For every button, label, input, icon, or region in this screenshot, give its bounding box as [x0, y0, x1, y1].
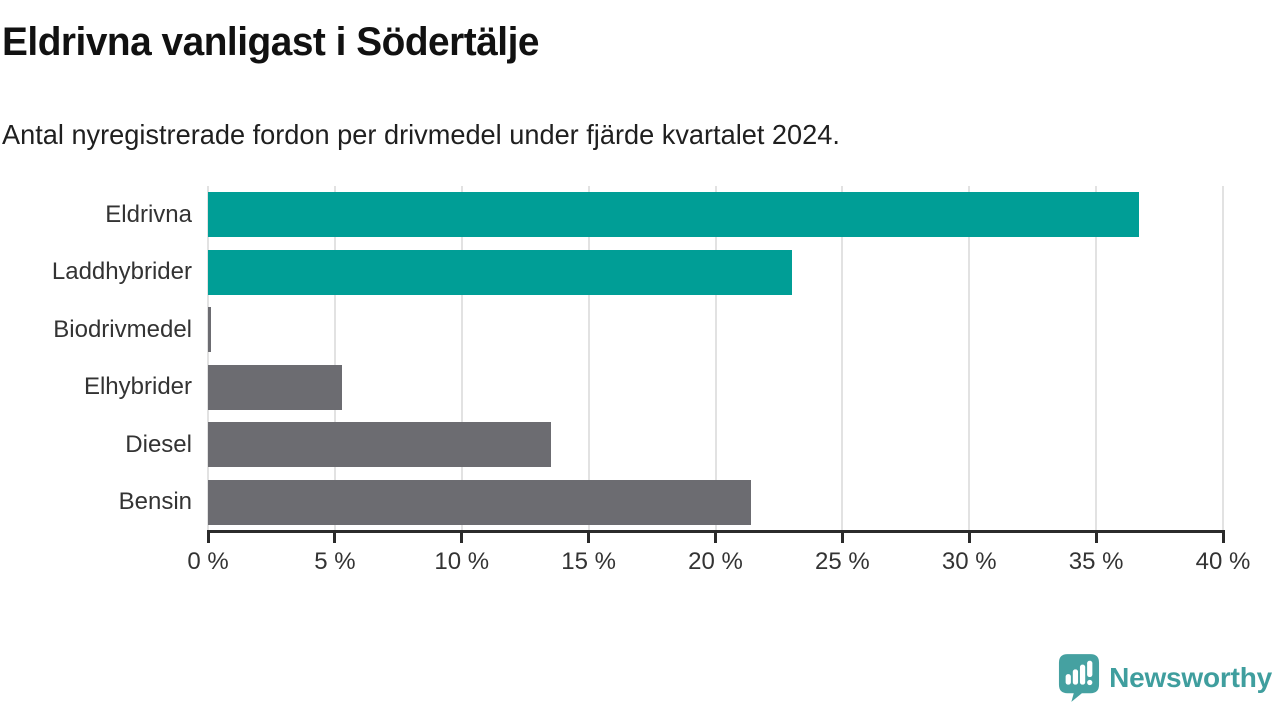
bar-row-elhybrider: Elhybrider [84, 359, 1223, 417]
tick-mark-10 [460, 530, 464, 543]
tick-mark-40 [1221, 530, 1225, 543]
gridline-15 [587, 186, 590, 531]
plot-area: Eldrivna Laddhybrider Biodrivmedel Elhybrid… [52, 186, 1224, 532]
gridline-10 [460, 186, 463, 531]
tick-mark-0 [206, 530, 210, 543]
chart-subtitle: Antal nyregistrerade fordon per drivmede… [2, 119, 840, 150]
tick-label-15: 15 % [561, 548, 616, 575]
gridline-5 [333, 186, 336, 531]
bar-row-diesel: Diesel [125, 416, 1223, 474]
chart-title: Eldrivna vanligast i Södertälje [2, 20, 539, 64]
category-label: Eldrivna [105, 200, 192, 228]
bar-diesel [208, 422, 551, 467]
bar-biodrivmedel [208, 307, 211, 352]
tick-label-0: 0 % [187, 548, 229, 575]
bar-elhybrider [208, 364, 343, 410]
tick-mark-15 [587, 530, 591, 543]
gridline-25 [841, 186, 844, 531]
category-label: Bensin [118, 488, 192, 516]
tick-label-35: 35 % [1068, 548, 1124, 575]
tick-label-20: 20 % [688, 548, 743, 575]
category-label: Biodrivmedel [53, 315, 192, 343]
bar-row-bensin: Bensin [119, 474, 1223, 532]
tick-mark-5 [333, 530, 337, 543]
tick-label-30: 30 % [941, 548, 997, 575]
gridline-0 [207, 186, 209, 531]
gridline-35 [1095, 186, 1098, 531]
tick-label-25: 25 % [815, 548, 870, 575]
category-label: Elhybrider [83, 373, 192, 401]
brand-logo: Newsworthy [1058, 653, 1272, 702]
bar-row-eldrivna: Eldrivna [105, 186, 1223, 244]
category-label: Diesel [125, 430, 192, 458]
gridline-30 [968, 186, 971, 531]
tick-mark-35 [1094, 530, 1098, 543]
tick-label-5: 5 % [314, 548, 356, 575]
tick-label-40: 40 % [1195, 548, 1251, 575]
bar-row-laddhybrider: Laddhybrider [52, 244, 1223, 302]
tick-mark-20 [714, 530, 717, 543]
newsworthy-logo-icon [1059, 654, 1100, 702]
tick-label-10: 10 % [434, 548, 490, 575]
bar-eldrivna [208, 192, 1140, 237]
bar-bensin [208, 479, 752, 525]
category-label: Laddhybrider [51, 258, 192, 286]
gridline-20 [714, 186, 717, 531]
bar-laddhybrider [208, 249, 792, 295]
brand-name: Newsworthy [1109, 661, 1272, 693]
tick-mark-25 [840, 530, 844, 543]
gridline-40 [1222, 186, 1224, 531]
tick-mark-30 [967, 530, 971, 543]
bar-row-biodrivmedel: Biodrivmedel [53, 301, 1223, 359]
